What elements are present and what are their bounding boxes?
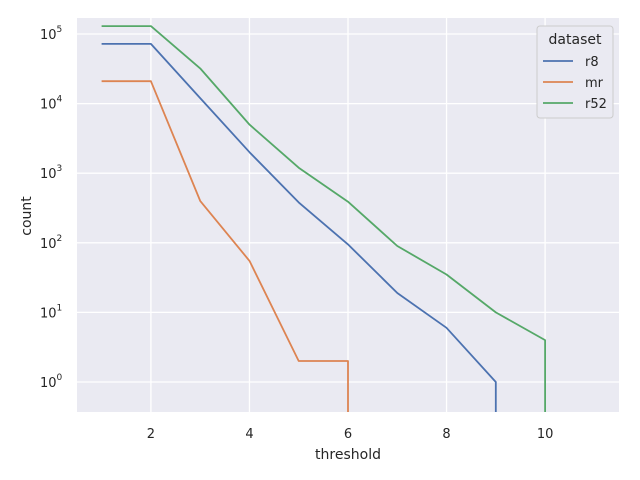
series-line-r8 [101,43,497,412]
legend: dataset r8 mr r52 [536,25,614,119]
legend-label-r52: r52 [585,97,607,112]
y-tick-label: 101 [40,303,62,321]
x-tick-label: 6 [344,427,352,442]
legend-title: dataset [549,32,602,48]
grid [77,18,619,412]
x-tick-labels: 2 4 6 8 10 [147,427,554,442]
x-axis-title: threshold [315,447,381,463]
x-tick-label: 4 [245,427,253,442]
y-tick-label: 105 [40,25,62,43]
legend-label-mr: mr [585,76,604,91]
legend-label-r8: r8 [585,55,599,70]
series-line-mr [101,80,349,412]
y-tick-label: 104 [40,95,63,113]
y-tick-label: 100 [40,373,63,391]
y-axis-title: count [19,196,35,236]
series-layer [101,25,546,412]
x-tick-label: 8 [442,427,450,442]
x-tick-label: 2 [147,427,155,442]
y-tick-label: 103 [40,164,62,182]
x-tick-label: 10 [537,427,554,442]
y-tick-label: 102 [40,234,62,252]
legend-box [536,25,614,119]
y-tick-labels: 100 101 102 103 104 105 [40,25,63,391]
series-line-r52 [101,25,546,412]
